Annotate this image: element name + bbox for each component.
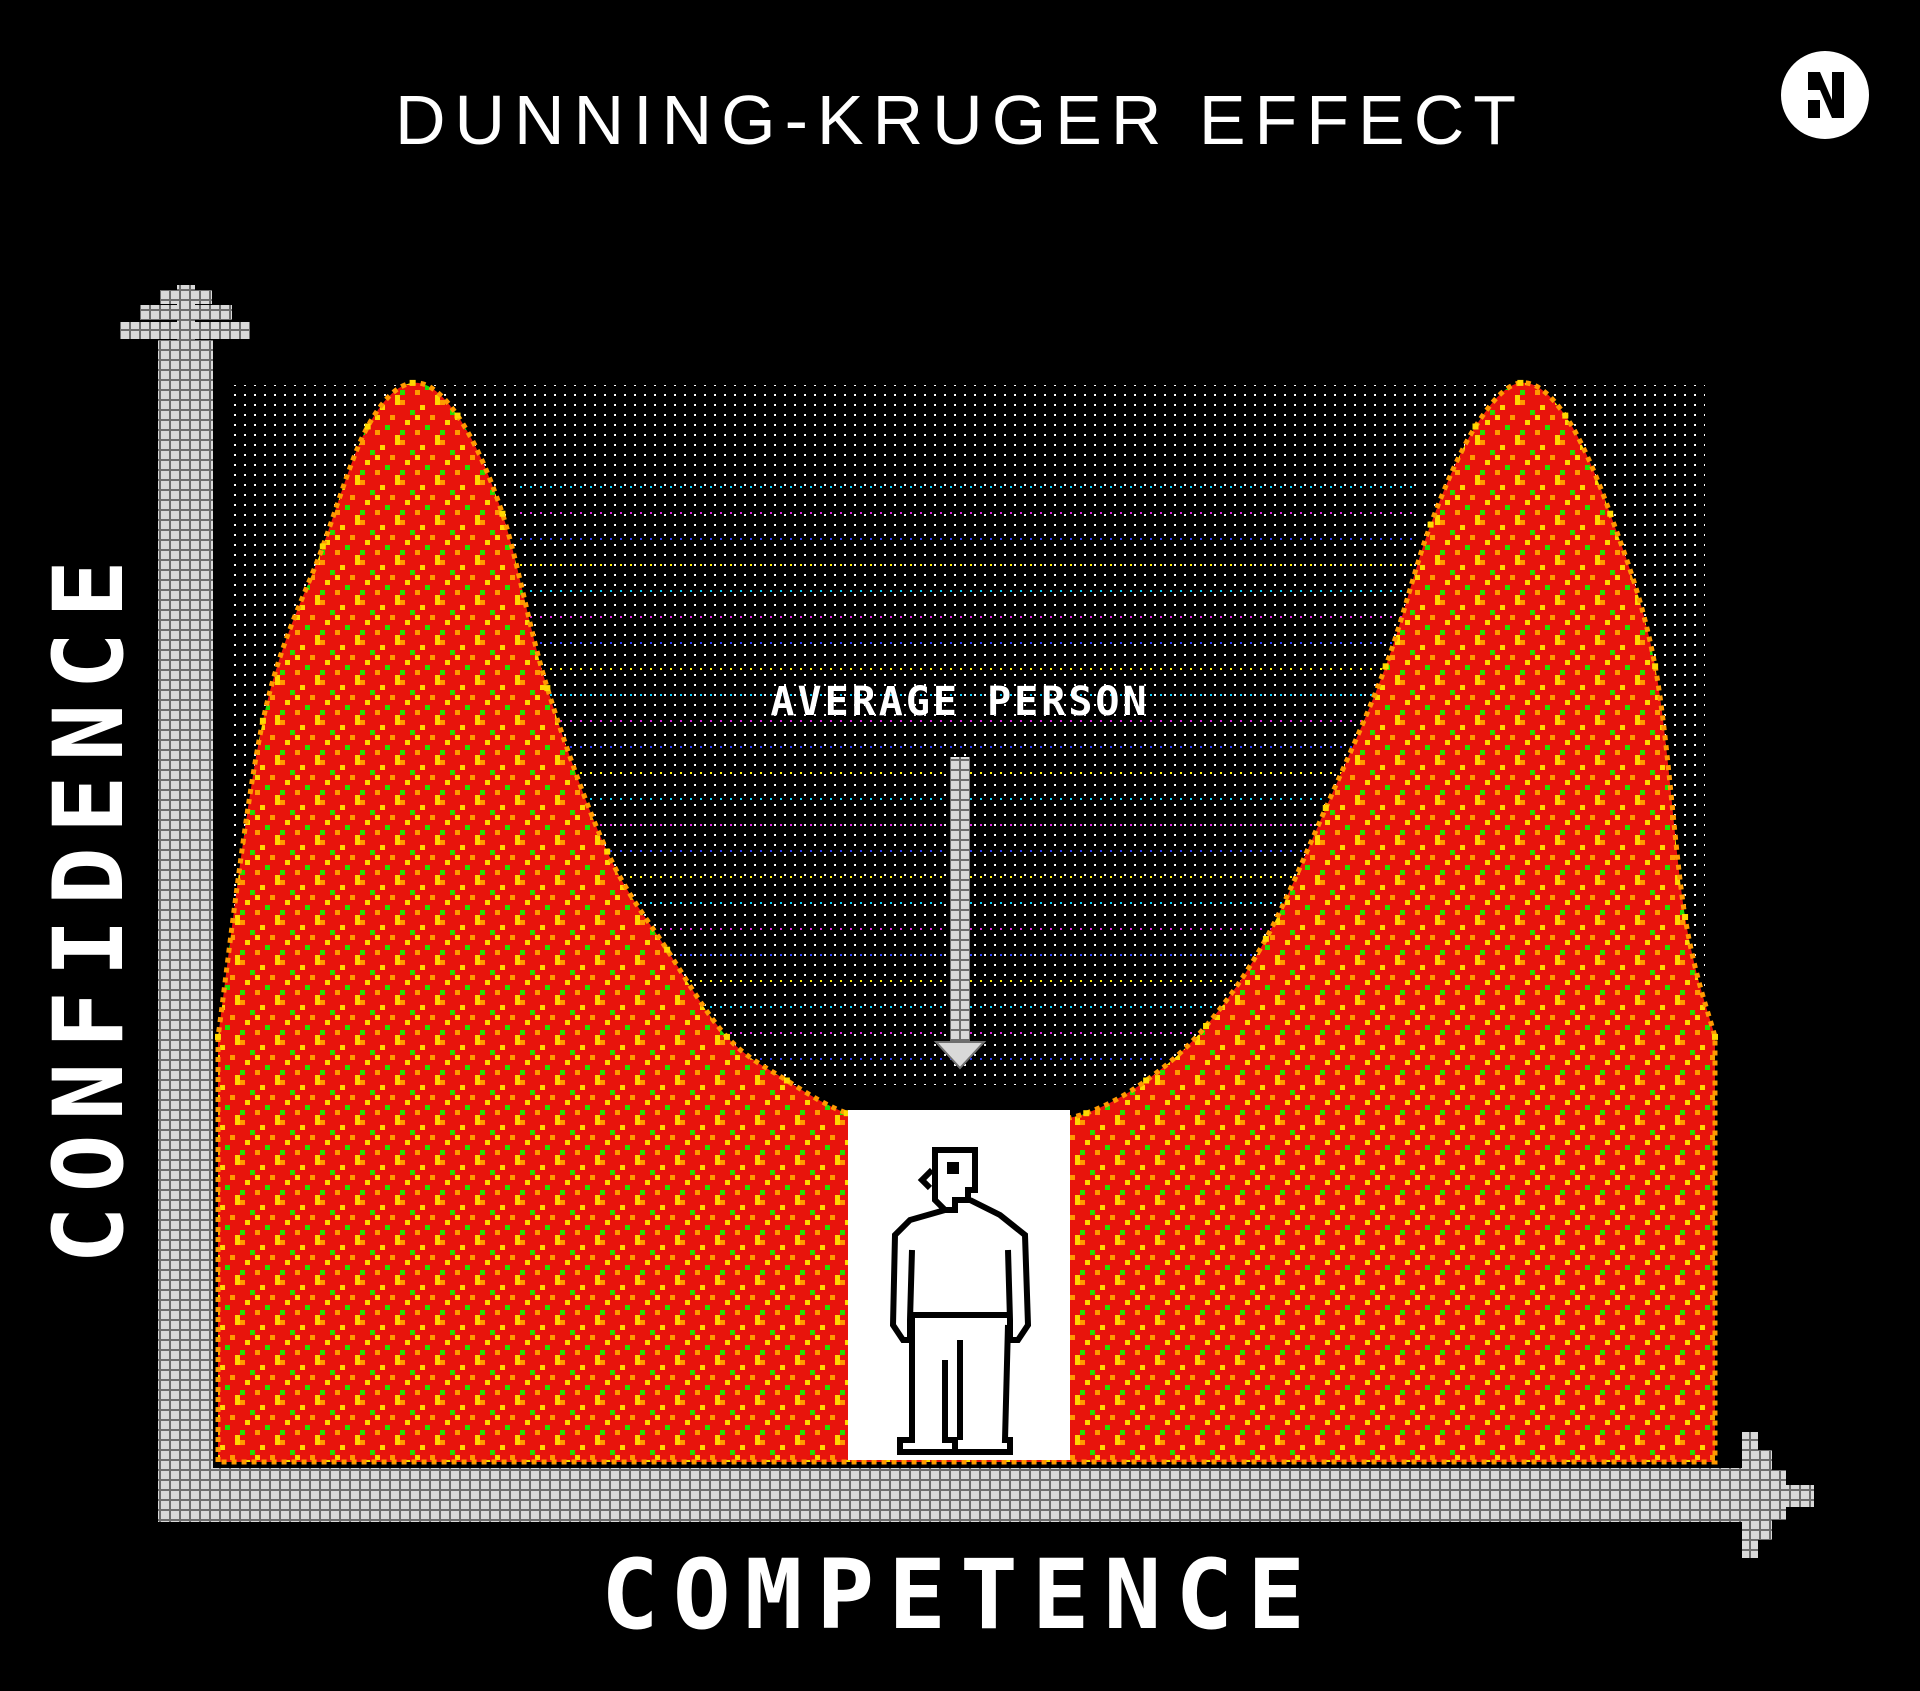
data-point-18 [1203, 1023, 1210, 1029]
data-point-12 [843, 1110, 850, 1117]
data-point-29 [1712, 1033, 1718, 1040]
data-point-17 [1143, 1077, 1150, 1084]
data-point-8 [604, 848, 611, 855]
data-point-5 [454, 412, 461, 419]
data-point-6 [499, 510, 506, 517]
data-point-21 [1382, 663, 1389, 670]
annotation-arrow [933, 757, 987, 1070]
n-logo-icon [1781, 51, 1869, 139]
data-point-24 [1517, 379, 1524, 386]
data-point-1 [259, 717, 266, 724]
x-axis [158, 1432, 1814, 1558]
y-axis-label: CONFIDENCE [33, 546, 145, 1264]
data-point-2 [319, 543, 326, 550]
data-point-11 [783, 1077, 790, 1084]
confidence-area [218, 382, 1715, 1463]
data-point-27 [1652, 663, 1659, 670]
data-point-28 [1682, 914, 1689, 920]
data-point-19 [1262, 935, 1269, 942]
annotation-label: AVERAGE PERSON [770, 679, 1149, 725]
data-point-26 [1607, 510, 1614, 517]
data-point-22 [1427, 521, 1434, 528]
data-point-7 [544, 685, 551, 692]
data-point-0 [215, 1033, 221, 1040]
y-axis [120, 285, 250, 1520]
data-point-25 [1562, 412, 1569, 419]
data-point-10 [723, 1033, 730, 1040]
person-icon [889, 1147, 1032, 1455]
x-axis-label: COMPETENCE [601, 1539, 1319, 1651]
data-point-20 [1322, 805, 1329, 811]
person-annotation [848, 1110, 1070, 1460]
data-point-23 [1472, 423, 1479, 430]
data-point-16 [1083, 1110, 1090, 1117]
data-point-9 [664, 946, 671, 953]
curve-layer [215, 380, 1718, 1465]
data-point-3 [364, 423, 371, 430]
chart-title: DUNNING-KRUGER EFFECT [394, 81, 1526, 159]
data-point-4 [409, 379, 416, 386]
